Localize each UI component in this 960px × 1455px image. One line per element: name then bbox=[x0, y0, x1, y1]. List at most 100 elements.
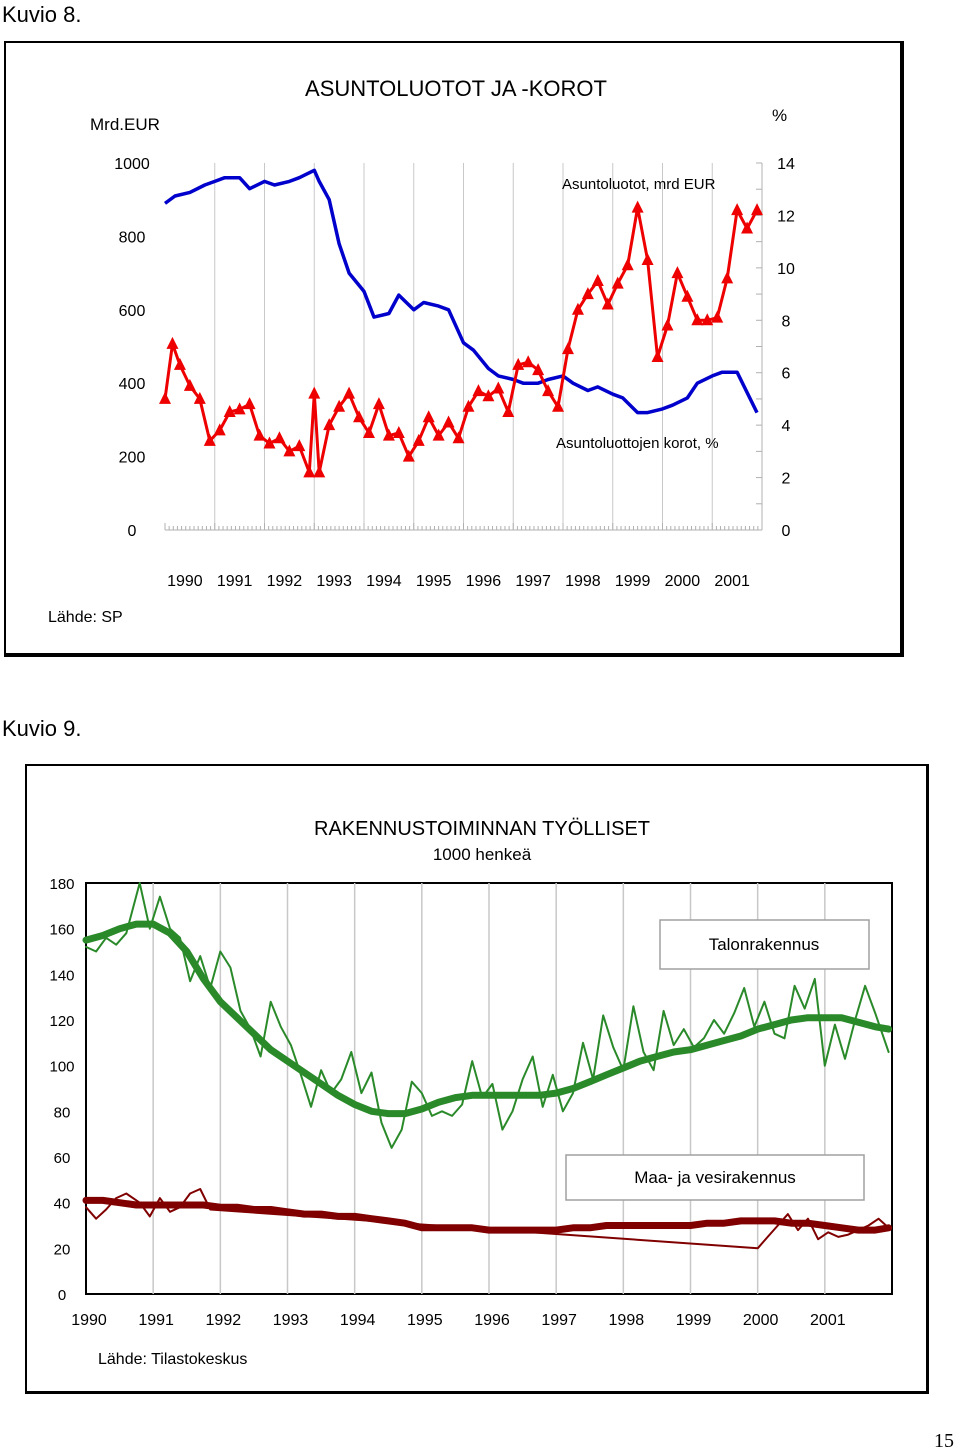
data-marker-korot bbox=[452, 431, 465, 444]
x-tick-label: 1999 bbox=[615, 573, 651, 590]
data-marker-korot bbox=[203, 433, 216, 446]
data-marker-korot bbox=[283, 444, 296, 457]
data-marker-korot bbox=[353, 410, 366, 423]
data-marker-korot bbox=[412, 433, 425, 446]
data-marker-korot bbox=[751, 203, 764, 216]
series-line-maa-ja-vesirakennus-trend bbox=[82, 1196, 893, 1234]
chart-construction-employment: RAKENNUSTOIMINNAN TYÖLLISET 1000 henkeä 0 2… bbox=[49, 818, 893, 1368]
x-tick-label: 1997 bbox=[541, 1312, 577, 1329]
data-marker-korot bbox=[731, 203, 744, 216]
x-tick-label: 1993 bbox=[273, 1312, 309, 1329]
data-marker-korot bbox=[343, 386, 356, 399]
y-tick-label-right: 12 bbox=[777, 208, 795, 225]
data-marker-korot bbox=[442, 415, 455, 428]
x-tick-label: 1990 bbox=[167, 573, 203, 590]
y-tick-label: 40 bbox=[54, 1196, 71, 1213]
data-marker-korot bbox=[681, 289, 694, 302]
data-marker-korot bbox=[323, 418, 336, 431]
data-marker-korot bbox=[462, 399, 475, 412]
y-tick-label: 140 bbox=[49, 967, 74, 984]
legend-box-maa-ja-vesirakennus bbox=[565, 1154, 865, 1201]
y-tick-label: 120 bbox=[49, 1013, 74, 1030]
series-label-korot: Asuntoluottojen korot, % bbox=[556, 435, 719, 452]
data-marker-korot bbox=[581, 287, 594, 300]
data-marker-korot bbox=[159, 391, 171, 404]
data-marker-korot bbox=[333, 399, 346, 412]
x-tick-label: 1992 bbox=[267, 573, 303, 590]
x-tick-label: 1998 bbox=[609, 1312, 645, 1329]
data-marker-korot bbox=[308, 386, 321, 399]
chart-title: ASUNTOLUOTOT JA -KOROT bbox=[305, 76, 607, 101]
y-tick-label: 60 bbox=[54, 1150, 71, 1167]
right-axis-unit: % bbox=[772, 106, 787, 125]
x-tick-label: 1998 bbox=[565, 573, 601, 590]
data-marker-korot bbox=[601, 297, 614, 310]
page-number: 15 bbox=[934, 1430, 954, 1452]
data-marker-korot bbox=[691, 313, 704, 326]
figure-8-source: Lähde: SP bbox=[48, 609, 123, 626]
data-marker-korot bbox=[233, 402, 246, 415]
series-line-talonrakennus-raw bbox=[85, 882, 890, 1149]
data-marker-korot bbox=[472, 384, 485, 397]
series-label-asuntoluotot: Asuntoluotot, mrd EUR bbox=[562, 176, 716, 193]
data-marker-korot bbox=[313, 465, 326, 478]
figure-9-source: Lähde: Tilastokeskus bbox=[98, 1351, 247, 1368]
x-tick-label: 1995 bbox=[407, 1312, 443, 1329]
y-tick-label-left: 1000 bbox=[114, 156, 150, 173]
data-marker-korot bbox=[193, 391, 206, 404]
x-tick-label: 1993 bbox=[316, 573, 352, 590]
x-tick-label: 2000 bbox=[665, 573, 701, 590]
data-marker-korot bbox=[641, 252, 654, 265]
data-marker-korot bbox=[591, 273, 604, 286]
x-tick-label: 2001 bbox=[714, 573, 750, 590]
y-tick-label-right: 6 bbox=[782, 366, 791, 383]
data-marker-korot bbox=[382, 428, 395, 441]
figure-8-caption: Kuvio 8. bbox=[2, 2, 82, 27]
data-marker-korot bbox=[183, 378, 196, 391]
x-tick-label: 1990 bbox=[71, 1312, 107, 1329]
data-marker-korot bbox=[432, 428, 445, 441]
y-tick-label-right: 4 bbox=[782, 418, 791, 435]
data-marker-korot bbox=[611, 276, 624, 289]
data-marker-korot bbox=[263, 436, 276, 449]
y-tick-label-right: 8 bbox=[782, 313, 791, 330]
data-marker-korot bbox=[492, 381, 505, 394]
x-tick-label: 1991 bbox=[217, 573, 253, 590]
chart-subtitle: 1000 henkeä bbox=[433, 845, 532, 864]
y-tick-label: 0 bbox=[58, 1287, 66, 1304]
x-tick-label: 1995 bbox=[416, 573, 452, 590]
y-tick-label: 160 bbox=[49, 922, 74, 939]
data-marker-korot bbox=[621, 258, 634, 271]
data-marker-korot bbox=[661, 318, 674, 331]
y-tick-label-left: 400 bbox=[119, 376, 146, 393]
series-line-asuntoluotot bbox=[163, 168, 759, 415]
y-tick-label-right: 14 bbox=[777, 156, 795, 173]
x-tick-label: 1992 bbox=[206, 1312, 242, 1329]
chart-housing-loans: ASUNTOLUOTOT JA -KOROT Mrd.EUR % 0 200 400 600… bbox=[48, 76, 795, 626]
data-marker-korot bbox=[532, 363, 545, 376]
y-tick-label-left: 0 bbox=[128, 523, 137, 540]
y-tick-label: 20 bbox=[54, 1241, 71, 1258]
data-marker-korot bbox=[293, 439, 306, 452]
y-tick-label-right: 0 bbox=[782, 523, 791, 540]
data-marker-korot bbox=[552, 399, 565, 412]
data-marker-korot bbox=[671, 266, 684, 279]
data-marker-korot bbox=[651, 349, 664, 362]
x-tick-label: 1991 bbox=[138, 1312, 174, 1329]
data-marker-korot bbox=[482, 389, 495, 402]
y-tick-label: 80 bbox=[54, 1104, 71, 1121]
y-tick-label-right: 10 bbox=[777, 261, 795, 278]
x-tick-label: 1996 bbox=[466, 573, 502, 590]
data-marker-korot bbox=[392, 426, 405, 439]
y-tick-label-left: 200 bbox=[119, 450, 146, 467]
data-marker-korot bbox=[372, 397, 385, 410]
chart-title: RAKENNUSTOIMINNAN TYÖLLISET bbox=[314, 818, 650, 840]
data-marker-korot bbox=[502, 405, 515, 418]
data-marker-korot bbox=[303, 465, 316, 478]
data-marker-korot bbox=[711, 310, 724, 323]
data-marker-korot bbox=[542, 384, 555, 397]
data-marker-korot bbox=[522, 355, 535, 368]
left-axis-unit: Mrd.EUR bbox=[90, 115, 160, 134]
data-marker-korot bbox=[631, 200, 644, 213]
data-marker-korot bbox=[173, 357, 186, 370]
